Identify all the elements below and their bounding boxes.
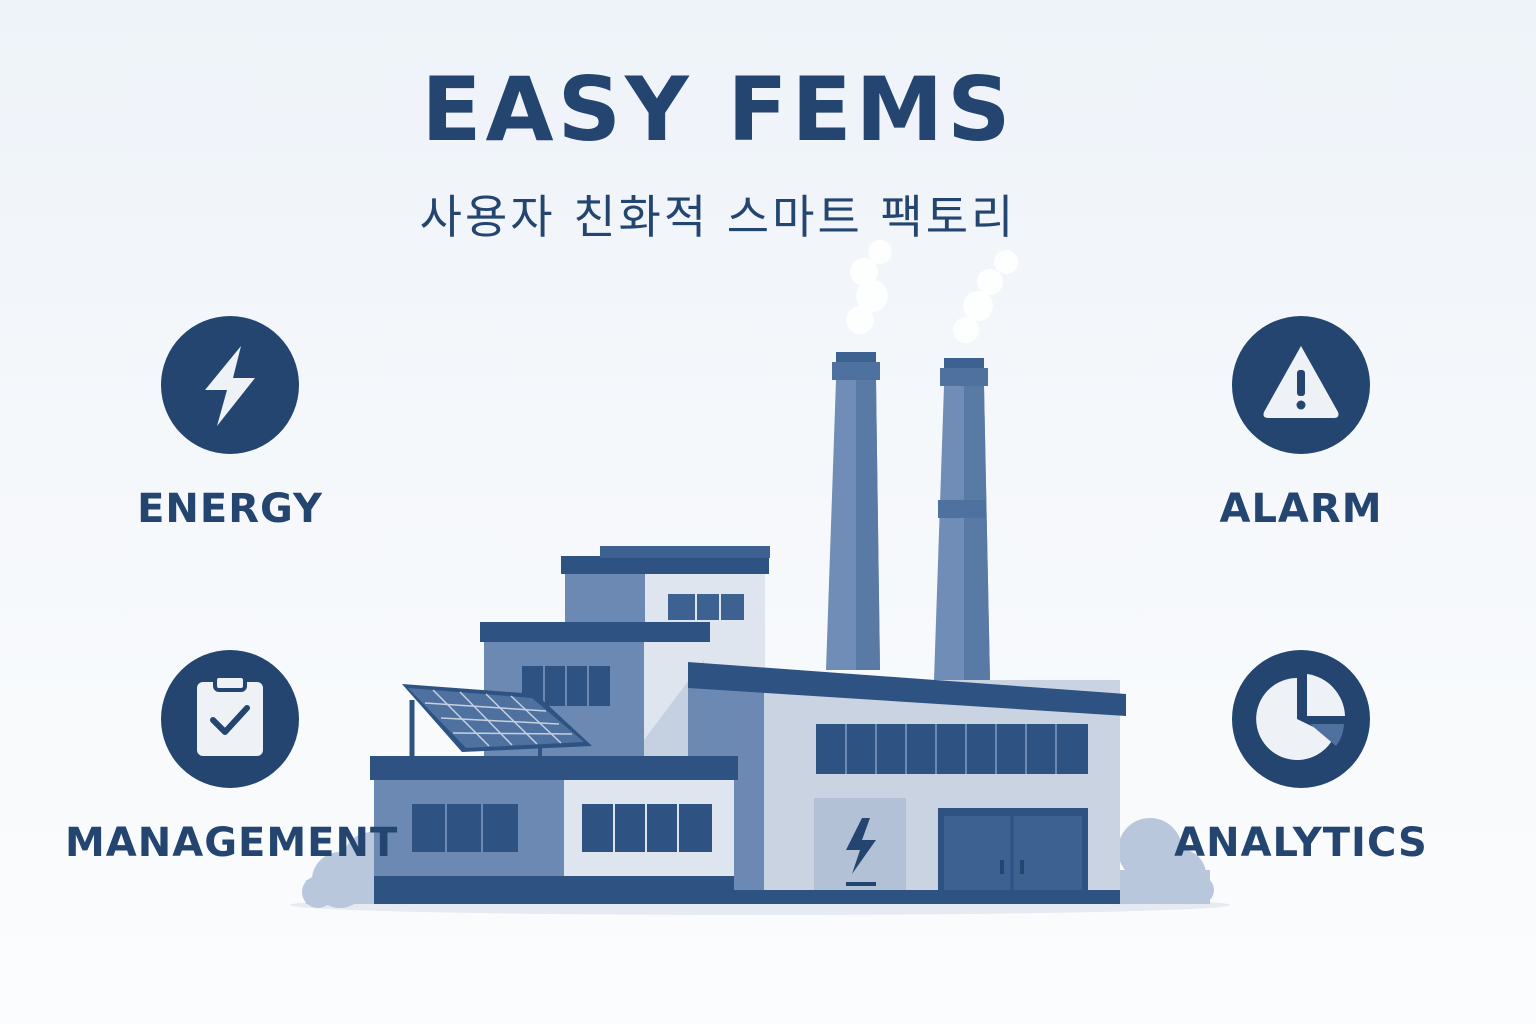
page-title: EASY FEMS	[421, 58, 1015, 161]
analytics-badge	[1232, 650, 1370, 788]
feature-label-management: MANAGEMENT	[65, 820, 399, 866]
building-main	[688, 662, 1126, 904]
feature-energy: ENERGY	[65, 316, 395, 532]
page-subtitle: 사용자 친화적 스마트 팩토리	[419, 190, 1017, 244]
building-lower	[370, 756, 738, 904]
feature-alarm: ALARM	[1136, 316, 1466, 532]
energy-badge	[161, 316, 299, 454]
cloud-right	[1118, 818, 1214, 904]
chimney-1	[826, 352, 880, 670]
pie-chart-icon	[1256, 674, 1345, 760]
chimney-2	[934, 358, 990, 680]
warning-triangle-icon	[1263, 346, 1339, 418]
feature-label-alarm: ALARM	[1219, 486, 1383, 532]
alarm-badge	[1232, 316, 1370, 454]
solar-panel	[402, 684, 592, 756]
lightning-bolt-icon	[205, 346, 255, 426]
smoke	[846, 240, 1018, 343]
feature-label-energy: ENERGY	[137, 486, 323, 532]
feature-management: MANAGEMENT	[65, 650, 399, 866]
clipboard-check-icon	[197, 674, 263, 756]
management-badge	[161, 650, 299, 788]
feature-label-analytics: ANALYTICS	[1174, 820, 1428, 866]
feature-analytics: ANALYTICS	[1136, 650, 1466, 866]
